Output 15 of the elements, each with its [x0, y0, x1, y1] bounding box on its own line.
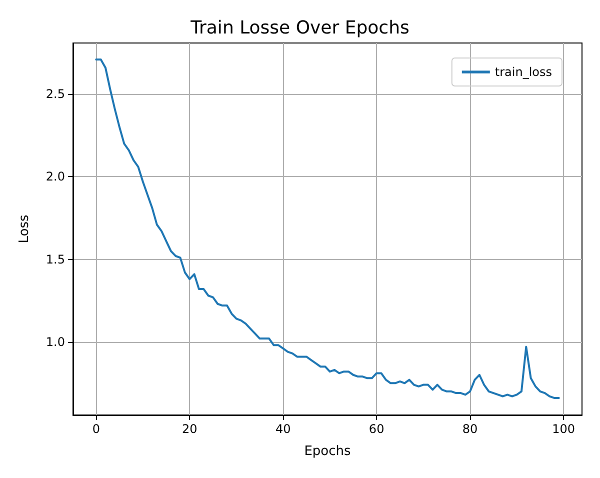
y-axis-title: Loss — [17, 214, 32, 244]
x-tick-label: 40 — [275, 422, 291, 436]
x-tick-label: 60 — [368, 422, 384, 436]
legend-label: train_loss — [494, 65, 552, 79]
x-tick-label: 20 — [182, 422, 198, 436]
y-tick-label: 1.0 — [46, 334, 65, 349]
x-axis-title: Epochs — [304, 444, 352, 459]
chart-title: Train Losse Over Epochs — [190, 18, 410, 38]
y-tick-label: 1.5 — [46, 252, 65, 266]
x-tick-label: 0 — [92, 422, 100, 436]
line-series — [95, 58, 560, 399]
y-tick-label: 2.0 — [46, 170, 65, 184]
x-tick-label: 100 — [552, 422, 575, 436]
x-tick-label: 80 — [462, 422, 478, 436]
y-tick-label: 2.5 — [46, 87, 65, 102]
